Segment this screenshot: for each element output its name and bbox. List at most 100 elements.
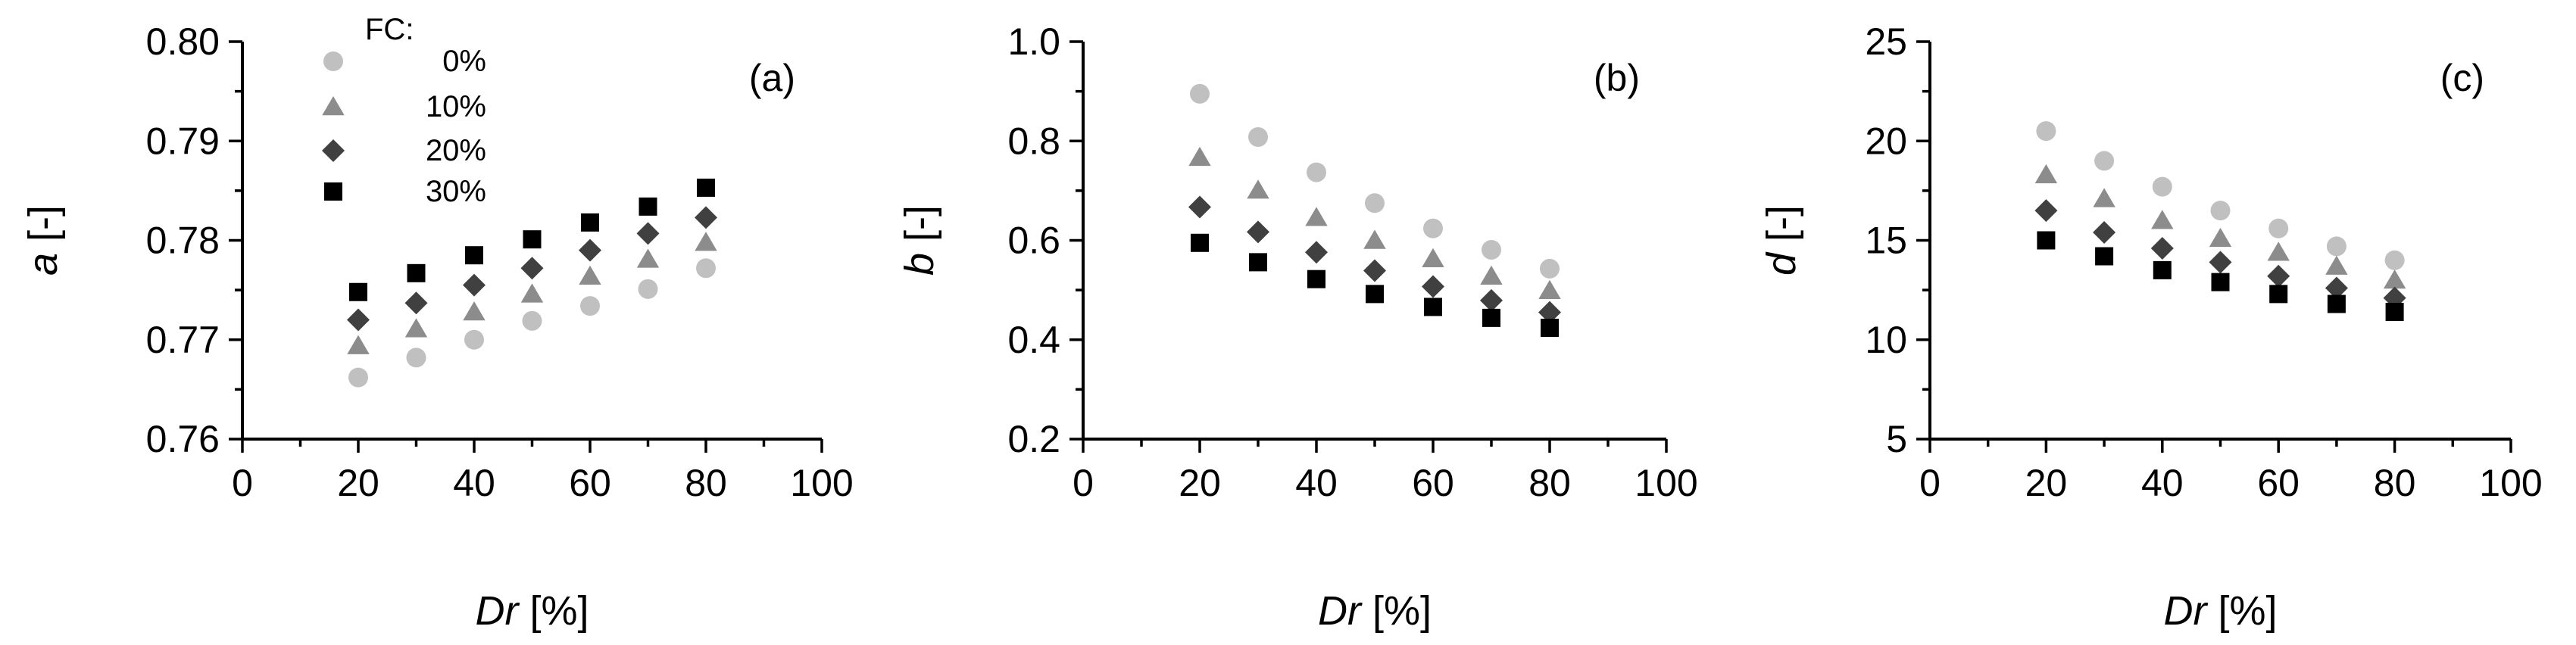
y-axis-label: d [-] bbox=[1759, 205, 1804, 276]
data-point bbox=[2325, 276, 2348, 300]
data-point bbox=[2151, 210, 2174, 229]
data-point bbox=[1538, 301, 1561, 324]
x-tick-label: 60 bbox=[2257, 462, 2300, 504]
legend: FC: 0% 10% 20% 30% bbox=[322, 13, 486, 208]
series-10pct bbox=[1188, 146, 1561, 299]
panel-label: (b) bbox=[1594, 57, 1640, 99]
data-point bbox=[465, 246, 483, 265]
x-axis-label-unit: [%] bbox=[2206, 588, 2277, 634]
data-point bbox=[2209, 251, 2232, 274]
y-axis-label: b [-] bbox=[897, 205, 942, 276]
data-point bbox=[1188, 146, 1211, 167]
data-point bbox=[2036, 121, 2056, 142]
x-axis-label-unit: [%] bbox=[1361, 588, 1432, 634]
series-30pct bbox=[349, 178, 715, 301]
y-tick-label: 0.4 bbox=[1007, 319, 1060, 361]
y-tick-label: 0.2 bbox=[1007, 418, 1060, 460]
data-point bbox=[2325, 255, 2348, 275]
y-axis-label-unit: [-] bbox=[20, 205, 66, 253]
data-point bbox=[2153, 260, 2172, 279]
x-tick-label: 60 bbox=[569, 462, 611, 504]
x-tick-label: 100 bbox=[790, 462, 853, 504]
data-point bbox=[1305, 207, 1328, 226]
data-point bbox=[2383, 270, 2406, 289]
legend-entry: 10% bbox=[426, 90, 486, 123]
chart-panel-a: 0 20 40 60 80 100 0.76 0.77 0.78 0.79 0.80 Dr [%] a … bbox=[20, 13, 854, 634]
x-tick-label: 80 bbox=[685, 462, 727, 504]
y-tick-label: 0.79 bbox=[146, 120, 220, 162]
data-point bbox=[522, 310, 542, 331]
data-point bbox=[1422, 248, 1444, 267]
x-tick-label: 20 bbox=[1179, 462, 1221, 504]
legend-marker bbox=[322, 139, 345, 162]
y-tick-label: 0.8 bbox=[1007, 120, 1060, 162]
y-tick-label: 0.6 bbox=[1007, 220, 1060, 262]
data-point bbox=[2094, 151, 2115, 171]
y-tick-label: 20 bbox=[1865, 120, 1907, 162]
data-point bbox=[581, 213, 599, 232]
x-axis-label-symbol: Dr bbox=[475, 588, 520, 634]
data-point bbox=[695, 206, 717, 229]
data-point bbox=[404, 291, 428, 315]
series-20pct bbox=[2034, 199, 2406, 310]
data-point bbox=[580, 296, 600, 316]
data-point bbox=[579, 265, 601, 285]
panel-label: (a) bbox=[749, 57, 795, 99]
data-point bbox=[407, 263, 426, 282]
legend-marker bbox=[322, 96, 345, 116]
data-point bbox=[1307, 162, 1326, 182]
x-tick-label: 100 bbox=[2479, 462, 2542, 504]
x-tick-label: 40 bbox=[2141, 462, 2184, 504]
data-point bbox=[2037, 231, 2056, 250]
y-tick-label: 25 bbox=[1865, 20, 1907, 63]
y-axis-label-symbol: b bbox=[897, 253, 942, 276]
data-point bbox=[2150, 237, 2174, 260]
series-30pct bbox=[2037, 231, 2404, 321]
data-point bbox=[639, 197, 657, 216]
data-point bbox=[1363, 229, 1386, 249]
y-tick-label: 10 bbox=[1865, 319, 1907, 361]
data-point bbox=[2267, 264, 2290, 288]
data-point bbox=[1480, 265, 1503, 285]
data-point bbox=[2385, 303, 2404, 321]
y-axis-label-symbol: d bbox=[1759, 251, 1804, 276]
x-tick-label: 0 bbox=[1073, 462, 1094, 504]
data-point bbox=[1422, 275, 1444, 298]
series-30pct bbox=[1191, 233, 1559, 337]
data-point bbox=[579, 238, 601, 262]
x-axis-label-symbol: Dr bbox=[1318, 588, 1363, 634]
data-point bbox=[520, 283, 544, 303]
x-tick-label: 80 bbox=[2374, 462, 2416, 504]
y-axis-label-unit: [-] bbox=[897, 205, 942, 253]
data-point bbox=[347, 335, 370, 354]
data-point bbox=[2384, 250, 2405, 270]
series-10pct bbox=[347, 232, 717, 354]
data-point bbox=[2209, 227, 2232, 248]
data-point bbox=[1188, 195, 1211, 219]
y-tick-label: 5 bbox=[1886, 418, 1907, 460]
legend-entry: 30% bbox=[426, 175, 486, 208]
y-axis-label-symbol: a bbox=[20, 253, 66, 276]
data-point bbox=[1423, 218, 1443, 238]
x-tick-label: 60 bbox=[1412, 462, 1454, 504]
data-point bbox=[2093, 188, 2115, 207]
x-tick-label: 20 bbox=[2025, 462, 2068, 504]
y-axis-label: a [-] bbox=[20, 205, 66, 276]
data-point bbox=[463, 273, 486, 297]
data-point bbox=[1366, 285, 1384, 304]
data-point bbox=[2034, 164, 2058, 184]
y-tick-label: 15 bbox=[1865, 220, 1907, 262]
legend-entry: 20% bbox=[426, 134, 486, 167]
data-point bbox=[1538, 279, 1561, 299]
data-point bbox=[1249, 253, 1267, 272]
data-point bbox=[348, 367, 368, 388]
x-tick-label: 0 bbox=[1919, 462, 1941, 504]
data-point bbox=[1424, 298, 1442, 316]
data-point bbox=[1305, 241, 1328, 264]
series-10pct bbox=[2034, 164, 2406, 289]
data-point bbox=[523, 230, 542, 249]
data-point bbox=[406, 347, 426, 368]
y-tick-label: 0.76 bbox=[146, 418, 220, 460]
